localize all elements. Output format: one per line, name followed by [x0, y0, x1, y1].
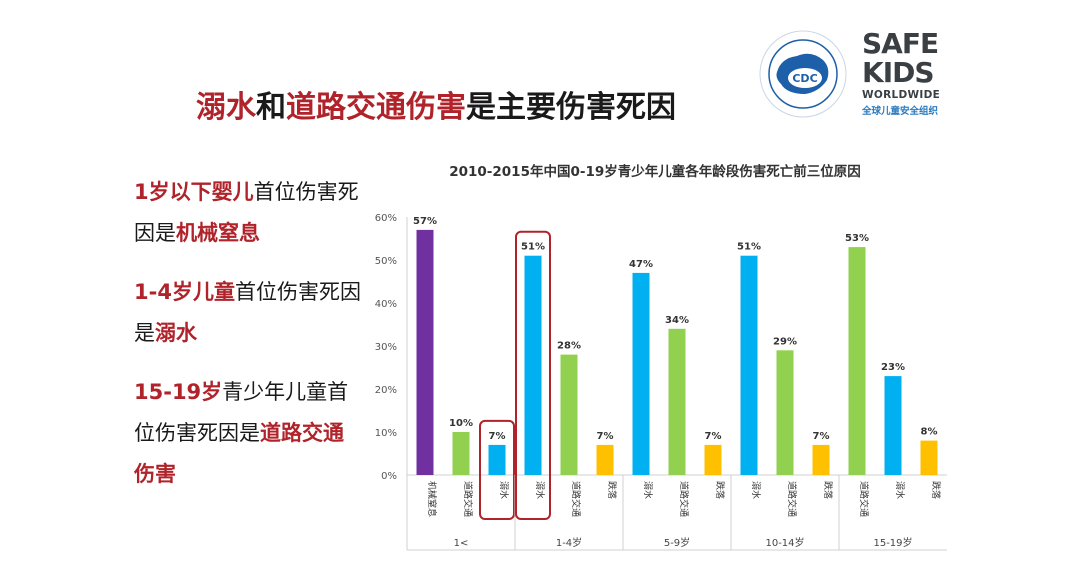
bar — [668, 328, 686, 475]
bar — [452, 432, 470, 475]
bar-cause-label: 溺水 — [894, 481, 906, 499]
data-label: 10% — [449, 418, 473, 429]
group-label: 1< — [454, 538, 469, 549]
y-tick-label: 0% — [381, 471, 397, 482]
title-drowning: 溺水 — [196, 90, 256, 125]
data-label: 57% — [413, 216, 437, 227]
data-label: 47% — [629, 259, 653, 270]
y-tick-label: 20% — [375, 385, 397, 396]
safekids-worldwide: WORLDWIDE — [862, 89, 941, 101]
bar — [704, 444, 722, 475]
group-label: 5-9岁 — [664, 536, 690, 549]
group-label: 1-4岁 — [556, 536, 582, 549]
data-label: 23% — [881, 362, 905, 373]
data-label: 51% — [737, 242, 761, 253]
finding-15-19: 15-19岁青少年儿童首位伤害死因是道路交通伤害 — [134, 372, 364, 495]
y-tick-label: 50% — [375, 256, 397, 267]
bar — [632, 272, 650, 475]
safekids-kids: KIDS — [862, 56, 935, 89]
finding-1-4: 1-4岁儿童首位伤害死因是溺水 — [134, 272, 364, 354]
chart-title: 2010-2015年中国0-19岁青少年儿童各年龄段伤害死亡前三位原因 — [449, 163, 861, 180]
bar — [488, 444, 506, 475]
y-tick-label: 60% — [375, 213, 397, 224]
finding-3-segment-3: 道路交通伤害 — [134, 421, 344, 486]
bar — [560, 354, 578, 475]
data-label: 29% — [773, 336, 797, 347]
bar-cause-label: 溺水 — [750, 481, 762, 499]
bar — [848, 247, 866, 475]
title-rest: 是主要伤害死因 — [466, 90, 676, 125]
slide-title: 溺水和道路交通伤害是主要伤害死因 — [196, 82, 676, 126]
bar-cause-label: 溺水 — [642, 481, 654, 499]
key-findings: 1岁以下婴儿首位伤害死因是机械窒息 1-4岁儿童首位伤害死因是溺水 15-19岁… — [134, 172, 364, 513]
bar-cause-label: 跌落 — [714, 481, 726, 499]
bar-cause-label: 道路交通 — [462, 481, 474, 517]
bar-cause-label: 道路交通 — [786, 481, 798, 517]
safekids-logo: SAFE KIDS WORLDWIDE 全球儿童安全组织 — [862, 27, 952, 118]
finding-1-segment-3: 机械窒息 — [176, 221, 260, 245]
finding-3-segment-2: 青少年儿童首位伤害死因是 — [134, 380, 349, 445]
bar-cause-label: 机械窒息 — [426, 481, 438, 517]
bar — [920, 440, 938, 475]
bar — [596, 444, 614, 475]
data-label: 53% — [845, 233, 869, 244]
bar — [884, 376, 902, 475]
finding-1-segment-2: 首位伤害死因是 — [134, 180, 359, 245]
data-label: 28% — [557, 341, 581, 352]
data-label: 7% — [705, 431, 722, 442]
bar-cause-label: 跌落 — [930, 481, 942, 499]
data-label: 7% — [813, 431, 830, 442]
data-label: 8% — [921, 427, 938, 438]
y-tick-label: 10% — [375, 428, 397, 439]
y-tick-label: 40% — [375, 299, 397, 310]
data-label: 7% — [597, 431, 614, 442]
highlight-box — [515, 230, 551, 520]
group-label: 10-14岁 — [765, 536, 804, 549]
bar-cause-label: 跌落 — [606, 481, 618, 499]
finding-1-segment-1: 1岁以下婴儿 — [134, 180, 254, 204]
bar-cause-label: 道路交通 — [570, 481, 582, 517]
bar-cause-label: 溺水 — [498, 481, 510, 499]
safekids-safe: SAFE — [862, 27, 939, 60]
finding-under-1: 1岁以下婴儿首位伤害死因是机械窒息 — [134, 172, 364, 254]
bar — [812, 444, 830, 475]
title-road-injury: 道路交通伤害 — [286, 90, 466, 125]
data-label: 51% — [521, 242, 545, 253]
bar-cause-label: 道路交通 — [678, 481, 690, 517]
finding-3-segment-1: 15-19岁 — [134, 380, 223, 404]
y-tick-label: 30% — [375, 342, 397, 353]
highlight-box — [479, 419, 515, 520]
group-label: 15-19岁 — [873, 536, 912, 549]
bar — [740, 255, 758, 475]
safekids-chinese-name: 全球儿童安全组织 — [862, 106, 939, 117]
bar — [524, 255, 542, 475]
injury-death-chart: 2010-2015年中国0-19岁青少年儿童各年龄段伤害死亡前三位原因 0% 10%… — [375, 163, 947, 551]
data-label: 7% — [489, 431, 506, 442]
bar-cause-label: 溺水 — [534, 481, 546, 499]
bar — [776, 350, 794, 475]
finding-2-segment-2: 首位伤害死因是 — [134, 280, 361, 345]
bar-cause-label: 跌落 — [822, 481, 834, 499]
china-cdc-logo: CDC — [759, 30, 847, 118]
bar-cause-label: 道路交通 — [858, 481, 870, 517]
finding-2-segment-3: 溺水 — [155, 321, 197, 345]
title-and: 和 — [256, 90, 286, 125]
finding-2-segment-1: 1-4岁儿童 — [134, 280, 235, 304]
bar — [416, 229, 434, 475]
data-label: 34% — [665, 315, 689, 326]
cdc-logo-text: CDC — [792, 72, 817, 85]
